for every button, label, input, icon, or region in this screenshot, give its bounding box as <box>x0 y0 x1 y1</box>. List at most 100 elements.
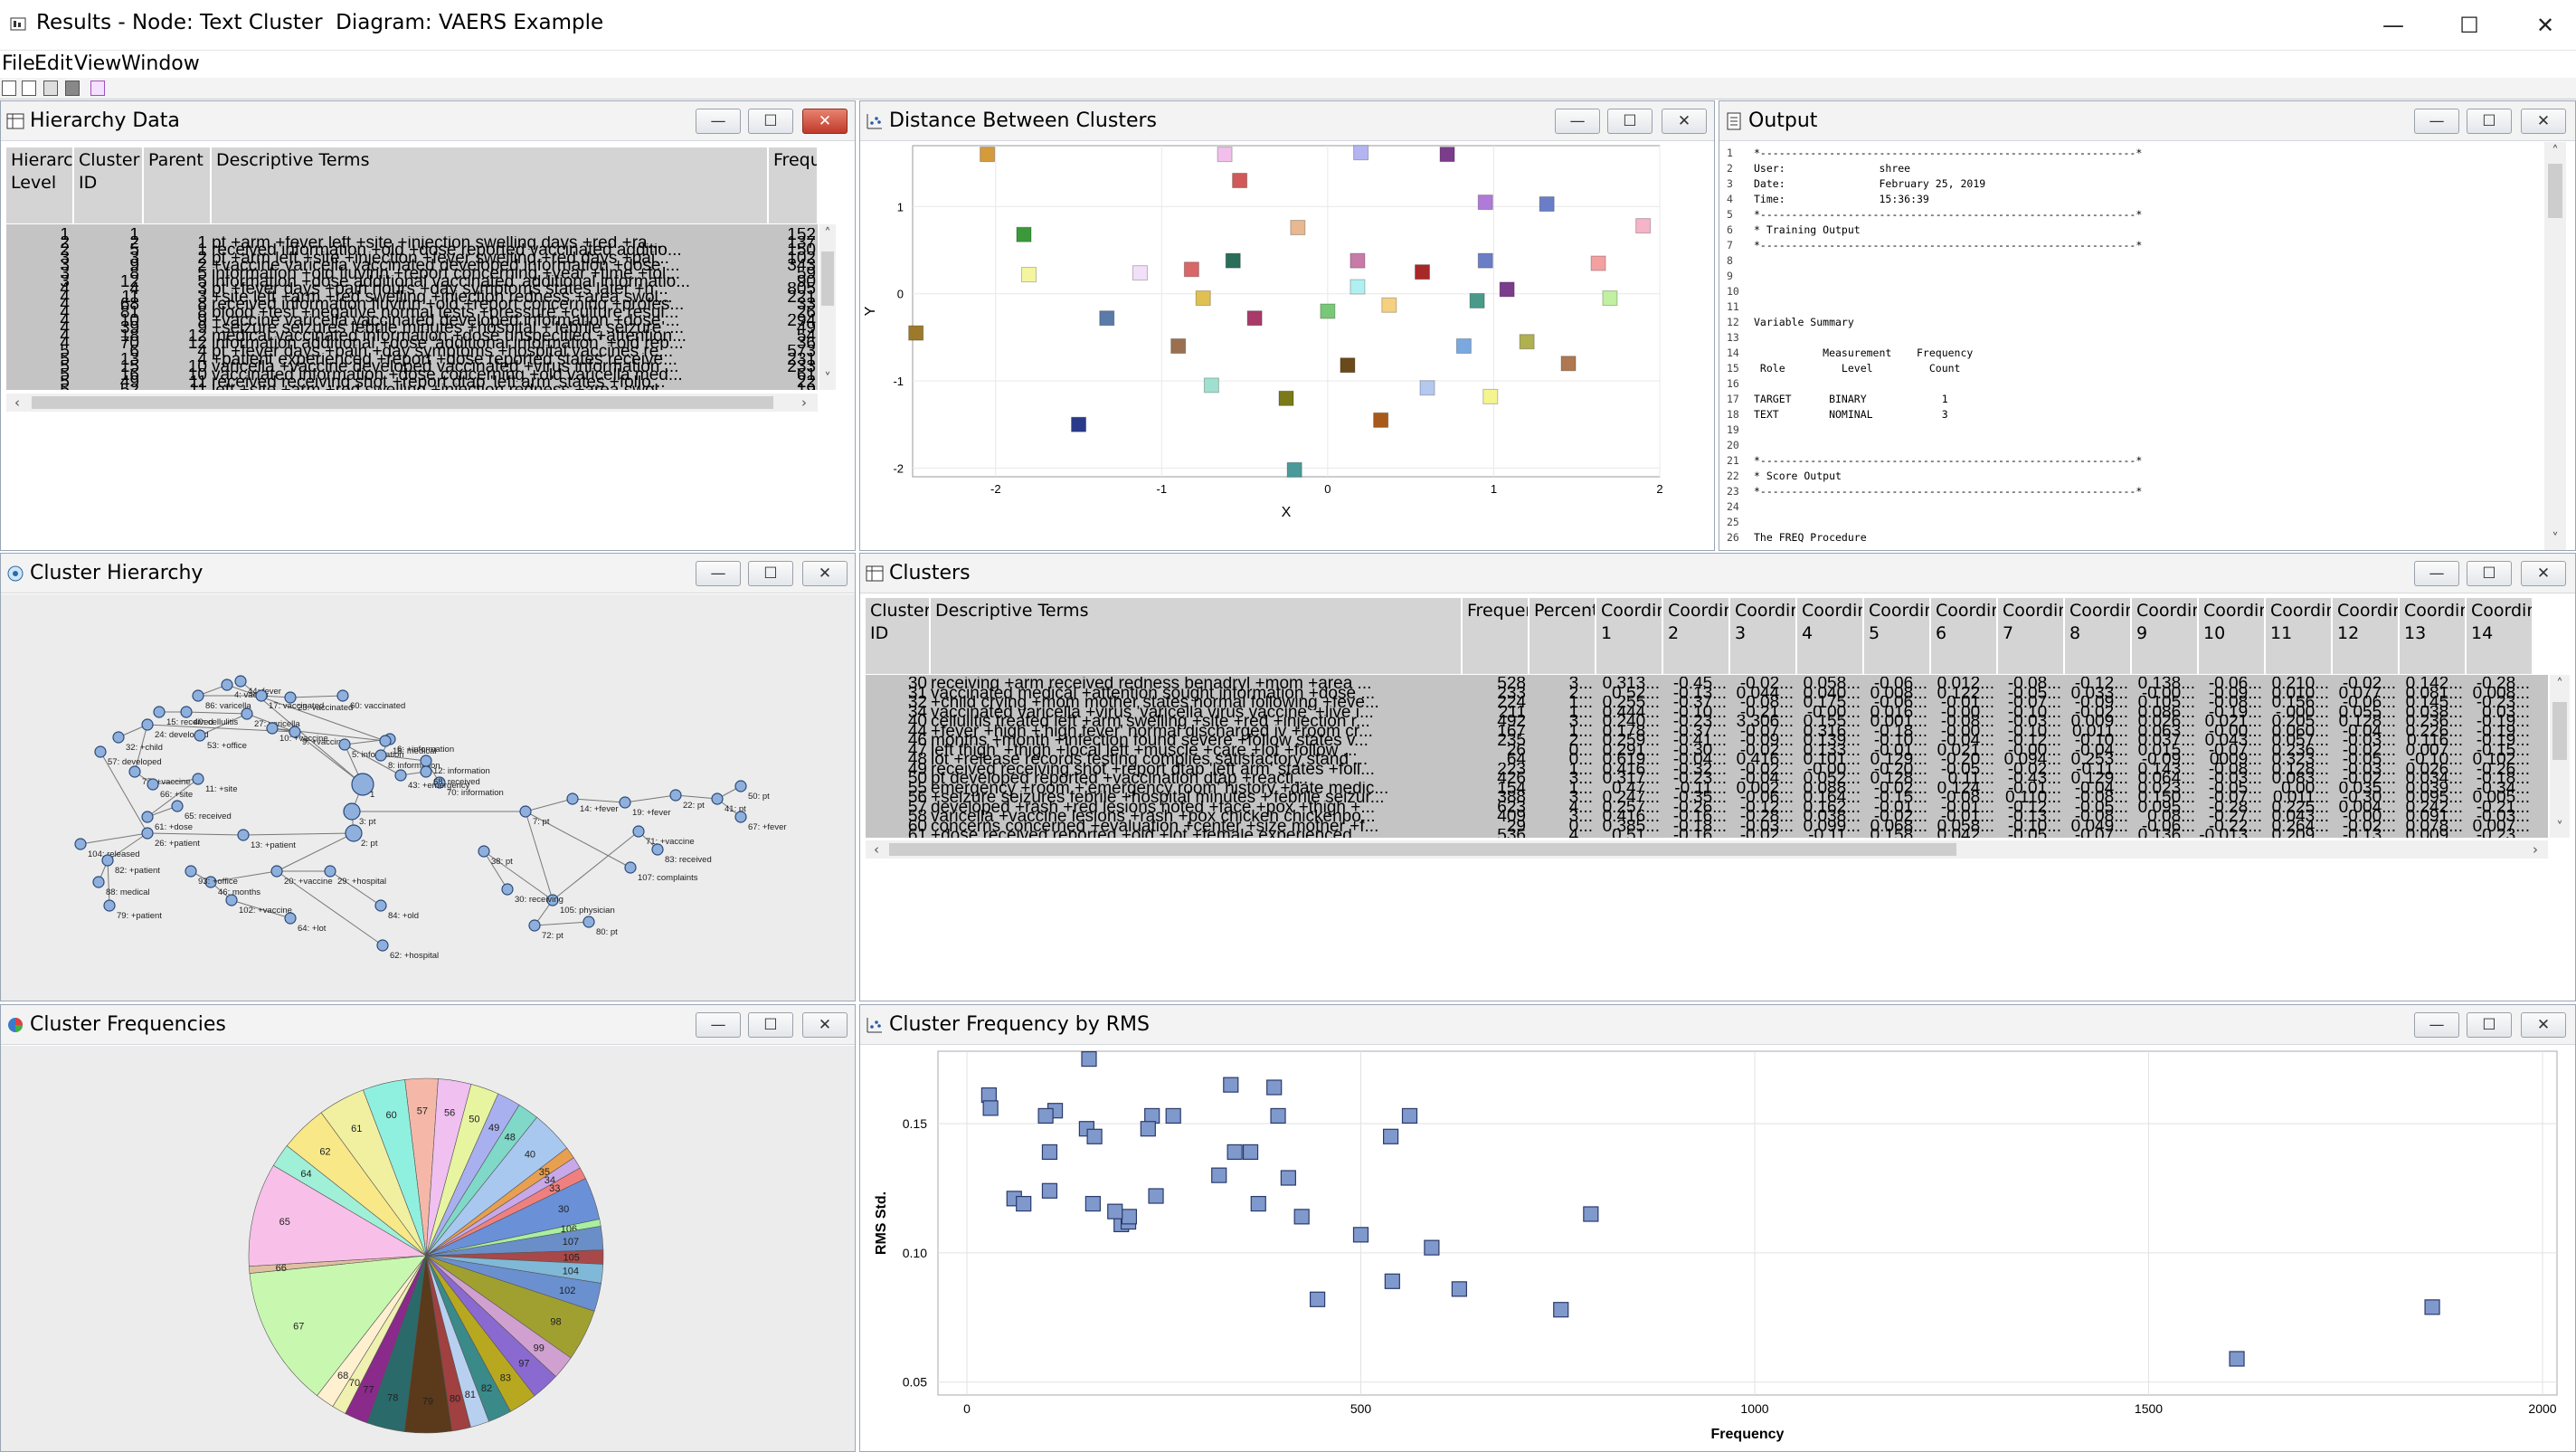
table-cell: 0.255... <box>1602 696 1660 710</box>
panel-restore-button[interactable]: ☐ <box>2467 1012 2512 1038</box>
menu-view[interactable]: View <box>74 52 122 75</box>
distance-scatter-chart: -2 -1 0 1 2 1 0 -1 -2 X Y <box>863 145 1663 520</box>
col-header-frequency[interactable]: Frequency <box>769 147 818 223</box>
table-cell: 0.136... <box>2132 829 2195 838</box>
scroll-thumb[interactable] <box>2552 702 2567 760</box>
scroll-thumb[interactable] <box>821 251 834 306</box>
table-cell: 16 <box>119 367 139 382</box>
hscroll-thumb[interactable] <box>889 843 1956 856</box>
cluster-point <box>1320 303 1336 319</box>
panel-restore-button[interactable]: ☐ <box>748 561 793 586</box>
panel-minimize-button[interactable]: — <box>1555 109 1600 134</box>
scroll-down-icon[interactable]: ˅ <box>824 370 831 386</box>
minimize-button[interactable]: — <box>2382 13 2404 38</box>
maximize-button[interactable]: ☐ <box>2459 13 2479 38</box>
hierarchy-node <box>234 675 247 688</box>
hierarchy-node <box>345 824 363 842</box>
hierarchy-node <box>221 679 233 691</box>
pie-label: 97 <box>518 1359 529 1370</box>
horizontal-scrollbar[interactable]: ‹ › <box>6 394 818 412</box>
menu-file[interactable]: File <box>2 52 35 75</box>
panel-close-button[interactable]: ✕ <box>802 1012 848 1038</box>
table-cell: varicella +vaccine developed vaccinated … <box>212 360 679 375</box>
table-cell: -0.02... <box>1730 829 1794 838</box>
panel-close-button[interactable]: ✕ <box>2521 109 2566 134</box>
horizontal-scrollbar[interactable]: ‹ › <box>866 840 2548 859</box>
table-cell: -0.04... <box>1672 753 1727 767</box>
hierarchy-label: 20: +vaccine <box>284 877 333 887</box>
panel-restore-button[interactable]: ☐ <box>1607 109 1653 134</box>
table-cell: 0.037... <box>2137 734 2195 748</box>
new-icon[interactable] <box>2 81 16 96</box>
wand-icon[interactable] <box>90 81 105 96</box>
scroll-down-icon[interactable]: ˅ <box>2552 530 2559 546</box>
panel-close-button[interactable]: ✕ <box>1662 109 1707 134</box>
scroll-up-icon[interactable]: ˄ <box>824 225 831 242</box>
scatter-plot-icon <box>867 1018 882 1033</box>
line-number: 6 <box>1727 223 1733 236</box>
panel-close-button[interactable]: ✕ <box>2521 561 2566 586</box>
col-header-level[interactable]: Hierarchy Level <box>6 147 73 223</box>
table-cell: 0.128... <box>2271 762 2329 777</box>
panel-restore-button[interactable]: ☐ <box>748 1012 793 1038</box>
menu-window[interactable]: Window <box>121 52 200 75</box>
copy-icon[interactable] <box>65 81 80 96</box>
col-header-parent[interactable]: Parent <box>144 147 211 223</box>
table-cell: 12 <box>119 274 139 289</box>
scroll-thumb[interactable] <box>2548 164 2562 218</box>
scroll-up-icon[interactable]: ˄ <box>2552 143 2559 159</box>
hierarchy-node <box>94 745 107 758</box>
scroll-up-icon[interactable]: ˄ <box>2556 676 2563 692</box>
table-cell: 0.021... <box>1937 743 1994 758</box>
rms-point <box>1401 1107 1418 1125</box>
scroll-left-icon[interactable]: ‹ <box>874 841 879 858</box>
cluster-point <box>1350 279 1366 295</box>
pie-label: 48 <box>505 1133 516 1144</box>
hierarchy-label: 19: +fever <box>632 808 671 818</box>
panel-restore-button[interactable]: ☐ <box>2467 109 2512 134</box>
panel-restore-button[interactable]: ☐ <box>2467 561 2512 586</box>
table-cell: 3 <box>129 251 139 265</box>
col-header-cluster-id[interactable]: Cluster ID <box>74 147 143 223</box>
panel-minimize-button[interactable]: — <box>696 561 741 586</box>
panel-minimize-button[interactable]: — <box>2414 109 2459 134</box>
panel-close-button[interactable]: ✕ <box>802 109 848 134</box>
close-button[interactable]: ✕ <box>2535 13 2555 38</box>
panel-minimize-button[interactable]: — <box>696 109 741 134</box>
hierarchy-edge <box>276 832 355 872</box>
vertical-scrollbar[interactable]: ˄ ˅ <box>2550 675 2570 838</box>
table-cell: -0.12... <box>2007 800 2061 815</box>
output-text-area[interactable]: 1 *--------------------------------------… <box>1719 142 2575 550</box>
clusters-col-header: Coordinate 14 <box>2467 598 2533 674</box>
panel-minimize-button[interactable]: — <box>2414 561 2459 586</box>
clusters-col-header: Coordinate 2 <box>1663 598 1729 674</box>
table-cell: 0.385... <box>1602 819 1660 834</box>
scroll-right-icon[interactable]: › <box>2533 841 2538 858</box>
scroll-down-icon[interactable]: ˅ <box>2556 819 2563 835</box>
pie-chart-area: 57 56 50 49 48 40 35 34 33 30 106 107 105 104 102 98 99 9… <box>1 1046 855 1451</box>
table-cell: 0.095... <box>2137 800 2195 815</box>
panel-minimize-button[interactable]: — <box>696 1012 741 1038</box>
output-line: 26 The FREQ Procedure <box>1727 530 2541 544</box>
hierarchy-label: 22: pt <box>683 801 705 811</box>
panel-close-button[interactable]: ✕ <box>2521 1012 2566 1038</box>
open-icon[interactable] <box>22 81 36 96</box>
panel-close-button[interactable]: ✕ <box>802 561 848 586</box>
panel-minimize-button[interactable]: — <box>2414 1012 2459 1038</box>
table-cell: pt +arm +fever left +site +injection swe… <box>212 235 662 250</box>
line-number: 23 <box>1727 485 1739 498</box>
vertical-scrollbar[interactable]: ˄ ˅ <box>819 224 836 390</box>
menu-edit[interactable]: Edit <box>34 52 73 75</box>
col-header-terms[interactable]: Descriptive Terms <box>212 147 768 223</box>
scroll-right-icon[interactable]: › <box>801 394 807 411</box>
table-cell: -0.00... <box>2007 743 2061 758</box>
table-cell: -0.03... <box>2476 810 2530 824</box>
output-line: 14 Measurement Frequency <box>1727 346 2541 361</box>
scroll-left-icon[interactable]: ‹ <box>14 394 20 411</box>
hierarchy-label: 18: medical <box>393 746 437 756</box>
table-cell: 5 <box>6 384 70 390</box>
hscroll-thumb[interactable] <box>32 396 773 409</box>
panel-restore-button[interactable]: ☐ <box>748 109 793 134</box>
print-icon[interactable] <box>43 81 58 96</box>
vertical-scrollbar[interactable]: ˄ ˅ <box>2544 142 2566 550</box>
